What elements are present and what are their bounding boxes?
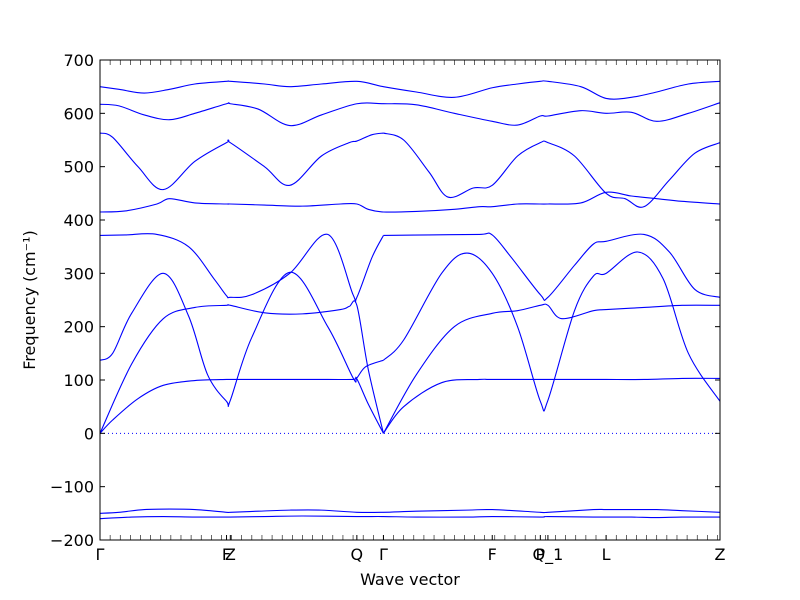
band-series-14 bbox=[99, 102, 721, 127]
x-tick-label: P bbox=[535, 545, 545, 564]
band-series-1 bbox=[99, 508, 721, 514]
x-axis-ticks: Γ FZ Q Γ F PQ_1 L Z bbox=[96, 60, 726, 565]
y-tick-label: −100 bbox=[50, 478, 94, 497]
band-series-15 bbox=[99, 80, 721, 100]
band-series-8 bbox=[383, 251, 721, 412]
band-series-12 bbox=[99, 132, 384, 191]
y-tick-label: 600 bbox=[63, 104, 94, 123]
y-tick-label: 200 bbox=[63, 318, 94, 337]
y-tick-label: 400 bbox=[63, 211, 94, 230]
band-series-7 bbox=[99, 271, 384, 407]
x-tick-label: Q bbox=[351, 545, 364, 564]
plot-frame bbox=[99, 59, 721, 541]
band-series-10 bbox=[383, 232, 721, 301]
band-series-9 bbox=[99, 233, 384, 303]
y-tick-label: 100 bbox=[63, 371, 94, 390]
x-tick-label: Γ bbox=[379, 545, 388, 564]
y-axis-label: Frequency (cm⁻¹) bbox=[20, 230, 39, 369]
x-tick-label: F bbox=[222, 545, 231, 564]
band-series-11 bbox=[99, 191, 721, 213]
band-series-group bbox=[99, 80, 721, 520]
x-tick-label: F bbox=[488, 545, 497, 564]
y-axis-ticks: −200 −100 0 100 200 300 400 500 600 700 bbox=[50, 51, 720, 550]
x-tick-label: Z bbox=[715, 545, 726, 564]
band-series-5 bbox=[99, 300, 384, 434]
band-series-6 bbox=[382, 303, 721, 434]
band-series-3 bbox=[99, 376, 384, 434]
y-tick-label: 700 bbox=[63, 51, 94, 70]
x-tick-label: L bbox=[602, 545, 611, 564]
band-series-13 bbox=[383, 132, 721, 208]
y-tick-label: 300 bbox=[63, 264, 94, 283]
y-tick-label: 500 bbox=[63, 158, 94, 177]
band-series-4 bbox=[382, 377, 721, 434]
x-tick-label: Q_1 bbox=[533, 545, 564, 565]
x-tick-label: Z bbox=[225, 545, 236, 564]
x-axis-label: Wave vector bbox=[360, 570, 460, 589]
x-tick-label: Γ bbox=[96, 545, 105, 564]
band-series-2 bbox=[99, 515, 721, 520]
y-tick-label: 0 bbox=[84, 424, 94, 443]
y-tick-label: −200 bbox=[50, 531, 94, 550]
